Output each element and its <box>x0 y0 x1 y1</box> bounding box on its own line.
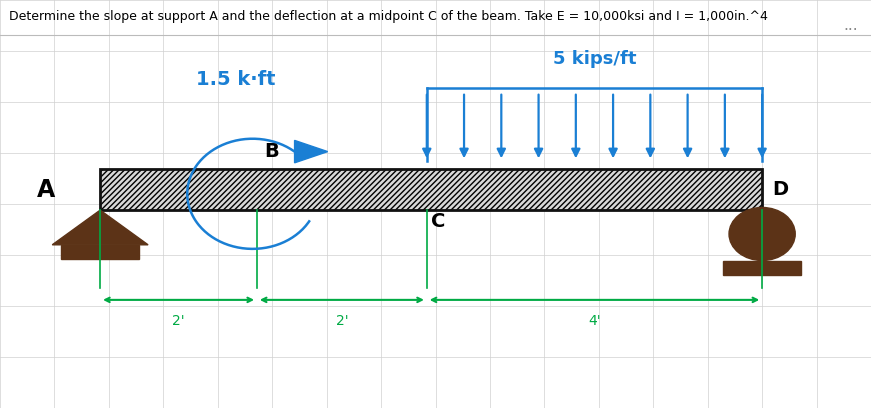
Text: 2': 2' <box>172 314 185 328</box>
Bar <box>723 260 801 275</box>
Polygon shape <box>52 210 148 245</box>
Text: A: A <box>37 178 55 202</box>
Text: D: D <box>773 180 789 199</box>
Bar <box>100 169 762 210</box>
Text: 2': 2' <box>335 314 348 328</box>
Text: 4': 4' <box>588 314 601 328</box>
Ellipse shape <box>729 207 795 260</box>
Text: C: C <box>431 212 446 231</box>
Text: B: B <box>264 142 279 161</box>
Bar <box>61 245 139 259</box>
Text: 5 kips/ft: 5 kips/ft <box>553 50 636 68</box>
Text: ...: ... <box>843 18 858 33</box>
Text: Determine the slope at support A and the deflection at a midpoint C of the beam.: Determine the slope at support A and the… <box>9 10 767 23</box>
Text: 1.5 k·ft: 1.5 k·ft <box>196 70 275 89</box>
Polygon shape <box>294 140 327 163</box>
Bar <box>100 169 762 210</box>
